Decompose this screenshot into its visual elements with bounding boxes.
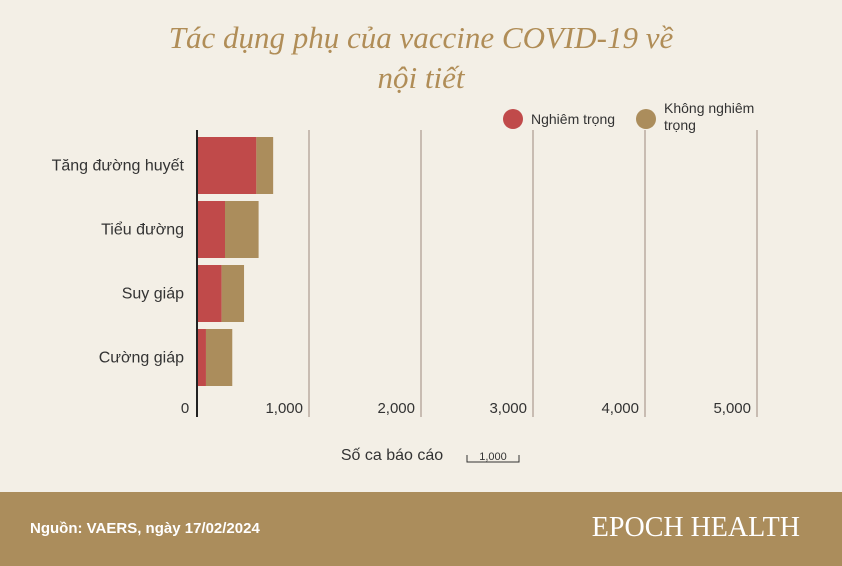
scale-bracket xyxy=(466,455,520,463)
x-tick-label: 1,000 xyxy=(265,400,303,417)
bar-serious xyxy=(197,137,257,194)
category-label: Cường giáp xyxy=(99,350,184,367)
legend-label-serious: Nghiêm trọng xyxy=(531,111,616,127)
x-tick-label: 4,000 xyxy=(601,400,639,417)
bar-non-serious xyxy=(225,201,259,258)
bar-non-serious xyxy=(221,265,245,322)
legend-dot-non-serious xyxy=(636,109,656,129)
bar-non-serious xyxy=(256,137,274,194)
chart-title-line1: Tác dụng phụ của vaccine COVID-19 về xyxy=(168,20,674,55)
x-tick-label: 0 xyxy=(181,400,189,417)
bar-non-serious xyxy=(205,329,233,386)
brand-logo: EPOCH HEALTH xyxy=(591,512,800,543)
bar-chart: 0 1,000 2,000 3,000 4,000 5,000 Tăng đường huy… xyxy=(52,130,758,464)
x-tick-label: 5,000 xyxy=(713,400,751,417)
x-axis-title: Số ca báo cáo xyxy=(341,447,443,464)
bar-serious xyxy=(197,201,225,258)
chart-title-line2: nội tiết xyxy=(377,60,465,95)
footer: Nguồn: VAERS, ngày 17/02/2024 EPOCH HEAL… xyxy=(0,492,842,566)
chart-title: Tác dụng phụ của vaccine COVID-19 về nội… xyxy=(0,18,842,98)
bar-serious xyxy=(197,265,222,322)
legend-item-serious: Nghiêm trọng xyxy=(503,109,615,129)
x-tick-label: 2,000 xyxy=(377,400,415,417)
x-tick-label: 3,000 xyxy=(489,400,527,417)
legend-item-non-serious: Không nghiêm trọng xyxy=(636,100,774,134)
legend-dot-serious xyxy=(503,109,523,129)
legend-label-non-serious: Không nghiêm trọng xyxy=(664,100,755,133)
category-label: Suy giáp xyxy=(122,286,184,303)
category-label: Tăng đường huyết xyxy=(52,158,185,175)
scale-label: 1,000 xyxy=(479,451,507,463)
bar-serious xyxy=(197,329,206,386)
category-label: Tiểu đường xyxy=(101,221,184,239)
source-text: Nguồn: VAERS, ngày 17/02/2024 xyxy=(30,520,260,537)
